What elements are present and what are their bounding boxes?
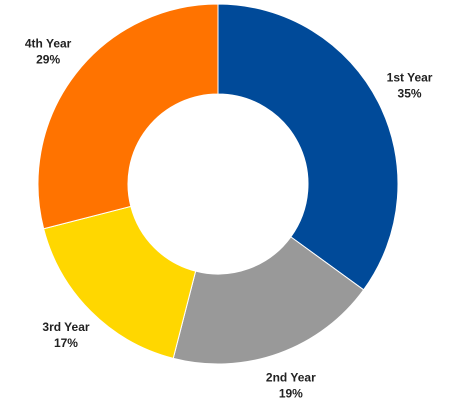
slice-label: 3rd Year [42,320,89,334]
donut-slice [43,205,197,359]
slice-value-label: 17% [54,336,78,350]
donut-slice [172,236,365,365]
slice-value-label: 35% [398,87,422,101]
slice-label: 2nd Year [266,370,316,384]
slice-label: 1st Year [387,71,433,85]
slice-label: 4th Year [25,36,72,50]
slice-value-label: 19% [279,386,303,400]
donut-slice [217,3,399,291]
donut-slice [37,3,219,230]
slice-value-label: 29% [36,52,60,66]
